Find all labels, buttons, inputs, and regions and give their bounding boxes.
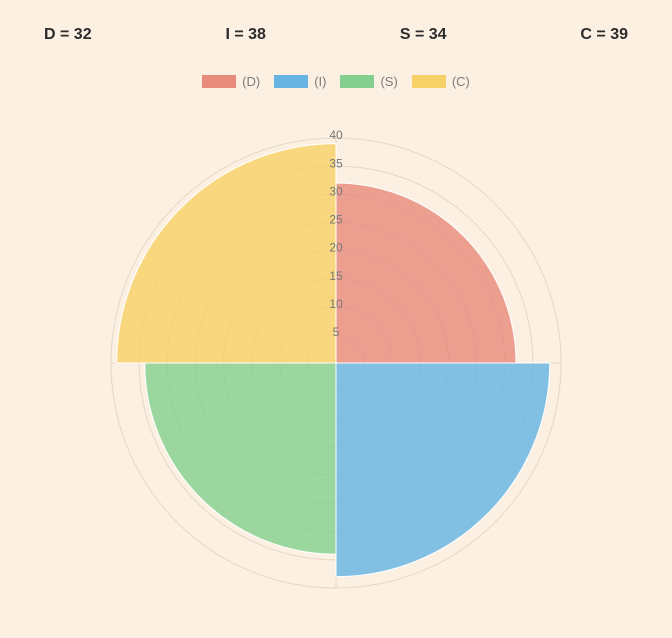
slice-c (117, 144, 336, 363)
tick-label: 40 (329, 128, 343, 142)
legend-swatch-c (412, 75, 446, 88)
polar-chart: 5 10 15 20 25 30 35 40 (91, 118, 581, 608)
tick-label: 10 (329, 297, 343, 311)
legend-swatch-i (274, 75, 308, 88)
legend-item-s: (S) (340, 74, 397, 89)
score-c: C = 39 (580, 26, 628, 44)
polar-chart-svg: 5 10 15 20 25 30 35 40 (91, 118, 581, 608)
tick-label: 30 (329, 184, 343, 198)
tick-label: 25 (329, 213, 343, 227)
score-header-row: D = 32 I = 38 S = 34 C = 39 (0, 0, 672, 44)
tick-label: 5 (333, 325, 340, 339)
slice-i (336, 363, 550, 577)
score-i: I = 38 (225, 26, 265, 44)
legend-item-i: (I) (274, 74, 326, 89)
score-d: D = 32 (44, 26, 92, 44)
tick-label: 20 (329, 241, 343, 255)
legend-item-c: (C) (412, 74, 470, 89)
score-s: S = 34 (400, 26, 447, 44)
disc-chart-frame: D = 32 I = 38 S = 34 C = 39 (D) (I) (S) … (0, 0, 672, 638)
legend-swatch-s (340, 75, 374, 88)
legend-label-s: (S) (380, 74, 397, 89)
tick-label: 15 (329, 269, 343, 283)
legend-swatch-d (202, 75, 236, 88)
legend-label-d: (D) (242, 74, 260, 89)
legend-label-c: (C) (452, 74, 470, 89)
tick-label: 35 (329, 156, 343, 170)
slice-d (336, 183, 516, 363)
legend-item-d: (D) (202, 74, 260, 89)
slice-s (145, 363, 336, 554)
legend-row: (D) (I) (S) (C) (0, 74, 672, 89)
legend-label-i: (I) (314, 74, 326, 89)
